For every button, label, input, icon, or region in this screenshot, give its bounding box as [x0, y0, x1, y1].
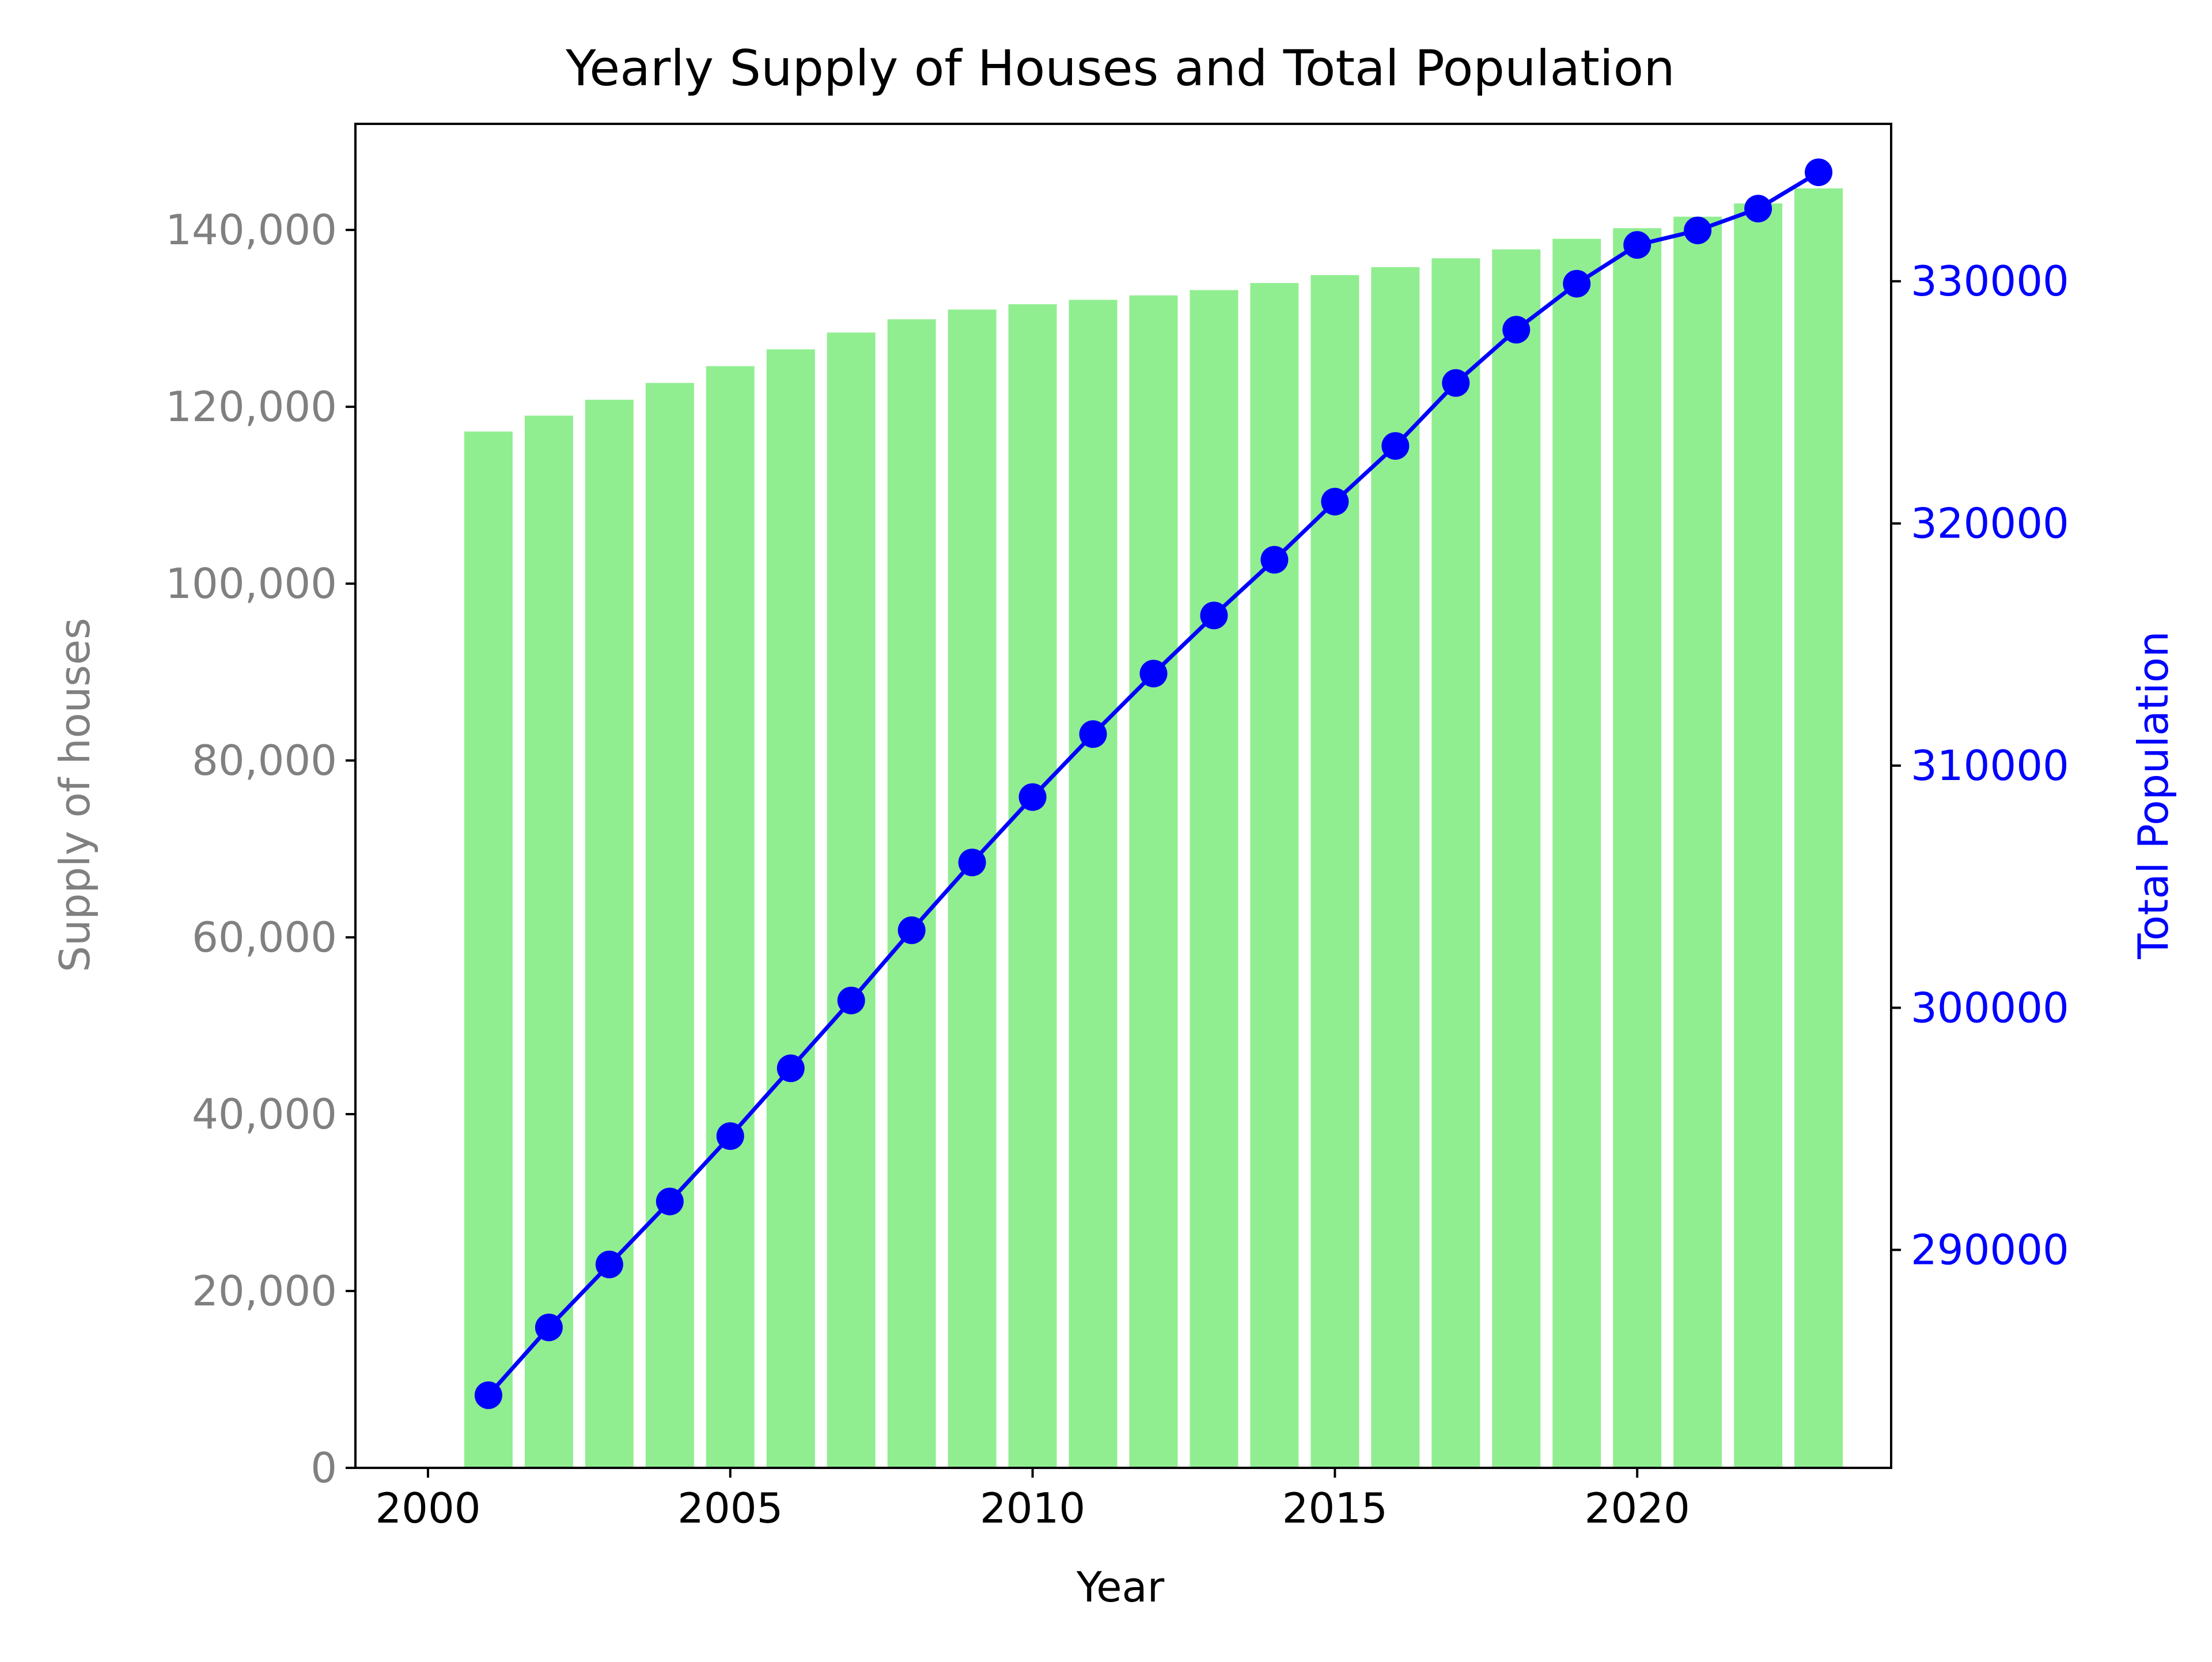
- x-axis: 2000 2005 2010 2015 2020: [375, 1468, 1690, 1532]
- bar-2018: [1492, 249, 1541, 1468]
- x-tick-label: 2000: [375, 1484, 480, 1532]
- left-tick-label: 0: [310, 1444, 337, 1492]
- bar-2022: [1734, 203, 1783, 1468]
- population-line-layer: [474, 158, 1833, 1409]
- bar-2019: [1552, 238, 1601, 1468]
- population-point-2010: [1018, 783, 1047, 811]
- population-point-2012: [1139, 660, 1168, 688]
- population-point-2005: [716, 1122, 744, 1150]
- bar-2014: [1250, 283, 1299, 1468]
- population-point-2001: [474, 1381, 502, 1409]
- x-tick-label: 2005: [677, 1484, 783, 1532]
- population-point-2009: [958, 849, 986, 877]
- left-tick-label: 60,000: [192, 913, 337, 961]
- population-point-2006: [777, 1054, 805, 1082]
- bar-2020: [1613, 228, 1662, 1468]
- population-point-2007: [837, 986, 865, 1014]
- left-tick-label: 140,000: [165, 206, 337, 254]
- left-tick-label: 40,000: [192, 1090, 337, 1138]
- bar-2010: [1008, 304, 1057, 1468]
- population-point-2003: [595, 1250, 623, 1278]
- population-point-2011: [1079, 720, 1107, 748]
- bar-2007: [827, 332, 876, 1468]
- left-tick-label: 80,000: [192, 736, 337, 785]
- x-tick-label: 2015: [1282, 1484, 1388, 1532]
- left-tick-label: 20,000: [192, 1267, 337, 1315]
- population-point-2013: [1200, 601, 1228, 630]
- bar-2023: [1794, 188, 1843, 1468]
- bar-2012: [1129, 295, 1178, 1468]
- population-point-2022: [1744, 195, 1772, 223]
- population-point-2008: [897, 916, 926, 944]
- population-point-2018: [1502, 316, 1531, 344]
- population-point-2002: [535, 1313, 563, 1342]
- population-point-2021: [1684, 216, 1712, 244]
- bar-2011: [1069, 300, 1118, 1468]
- left-tick-label: 100,000: [165, 559, 337, 608]
- population-point-2004: [656, 1187, 684, 1216]
- right-y-axis-label: Total Population: [2129, 631, 2177, 959]
- plot-frame: [354, 123, 1892, 1469]
- left-tick-label: 120,000: [165, 383, 337, 431]
- population-point-2015: [1321, 487, 1349, 516]
- right-tick-label: 320000: [1911, 499, 2069, 548]
- bar-2001: [464, 431, 513, 1468]
- bars-layer: [464, 188, 1843, 1468]
- x-tick-label: 2020: [1585, 1484, 1690, 1532]
- left-y-axis: 0 20,000 40,000 60,000 80,000 100,000 120,000 1…: [165, 206, 355, 1492]
- bar-2009: [948, 309, 997, 1468]
- bar-2005: [706, 366, 755, 1468]
- bar-2015: [1310, 275, 1359, 1468]
- right-tick-label: 300000: [1911, 983, 2069, 1032]
- population-point-2016: [1381, 432, 1410, 460]
- population-point-2014: [1260, 546, 1289, 574]
- right-tick-label: 330000: [1911, 257, 2069, 305]
- bar-2002: [524, 415, 573, 1468]
- bar-2021: [1673, 217, 1722, 1468]
- right-y-axis: 290000 300000 310000 320000 330000: [1891, 257, 2069, 1274]
- bar-2003: [585, 399, 634, 1468]
- bar-2013: [1190, 290, 1238, 1468]
- bar-2008: [887, 319, 936, 1468]
- bar-2006: [766, 349, 815, 1468]
- bar-2017: [1431, 258, 1480, 1468]
- population-point-2020: [1623, 231, 1652, 259]
- population-point-2017: [1442, 369, 1470, 397]
- bar-2016: [1371, 267, 1420, 1468]
- x-axis-label: Year: [1076, 1563, 1165, 1611]
- left-y-axis-label: Supply of houses: [51, 618, 99, 972]
- population-point-2019: [1563, 270, 1591, 298]
- x-tick-label: 2010: [980, 1484, 1085, 1532]
- population-point-2023: [1805, 158, 1833, 187]
- chart-title: Yearly Supply of Houses and Total Popula…: [565, 40, 1675, 97]
- right-tick-label: 310000: [1911, 741, 2069, 790]
- right-tick-label: 290000: [1911, 1226, 2069, 1274]
- bar-2004: [645, 383, 694, 1468]
